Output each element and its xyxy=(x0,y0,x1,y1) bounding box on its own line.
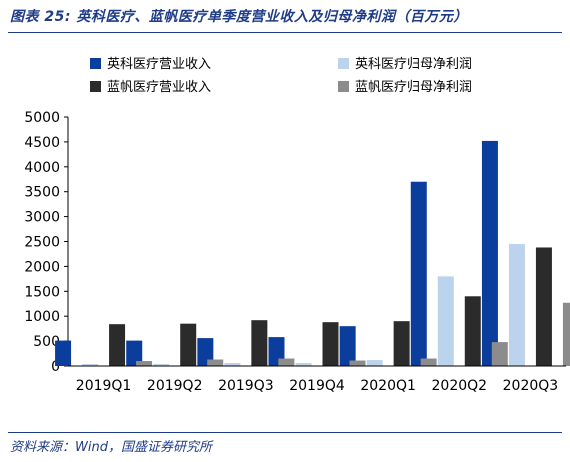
legend-label: 蓝帆医疗归母净利润 xyxy=(355,80,472,95)
y-tick-label: 500 xyxy=(33,334,60,350)
bar xyxy=(136,361,153,366)
bar xyxy=(224,363,241,366)
bar xyxy=(295,363,312,366)
y-tick-label: 5000 xyxy=(24,110,60,126)
legend-label: 英科医疗营业收入 xyxy=(107,57,211,72)
bar xyxy=(82,364,99,366)
bar xyxy=(278,358,295,366)
y-tick-label: 2500 xyxy=(24,235,60,251)
y-tick-label: 3000 xyxy=(24,210,60,226)
x-axis: 2019Q1 2019Q2 2019Q3 2019Q4 2020Q1 2020Q2 2020… xyxy=(68,365,566,394)
legend-label: 蓝帆医疗营业收入 xyxy=(107,80,211,95)
y-axis: 0 500 1000 1500 2000 2500 3000 3500 4000 4500 5000 xyxy=(24,110,69,375)
x-tick-label: 2020Q2 xyxy=(432,378,488,394)
bar xyxy=(508,243,525,366)
y-tick-label: 4500 xyxy=(24,135,60,151)
legend-swatch xyxy=(90,81,101,92)
y-tick-label: 4000 xyxy=(24,160,60,176)
bar xyxy=(464,296,481,366)
y-tick-label: 1000 xyxy=(24,309,60,325)
bar xyxy=(55,340,72,366)
bar xyxy=(410,181,427,366)
bar xyxy=(535,247,552,366)
bar xyxy=(251,320,268,366)
bar xyxy=(197,338,214,366)
x-tick-label: 2019Q4 xyxy=(289,378,345,394)
bar xyxy=(481,140,498,366)
x-tick-label: 2019Q1 xyxy=(76,378,132,394)
bar xyxy=(393,321,410,366)
x-tick-label: 2019Q2 xyxy=(147,378,203,394)
bar xyxy=(207,359,224,366)
legend-swatch xyxy=(338,81,349,92)
bar-series xyxy=(55,140,570,366)
title-rule xyxy=(8,32,562,33)
bar xyxy=(109,324,126,366)
y-tick-label: 3500 xyxy=(24,185,60,201)
legend-swatch xyxy=(338,58,349,69)
bar xyxy=(491,342,508,366)
x-tick-label: 2019Q3 xyxy=(218,378,274,394)
bar xyxy=(339,326,356,366)
legend-swatch xyxy=(90,58,101,69)
bar xyxy=(126,340,143,366)
bar xyxy=(153,364,170,366)
bar xyxy=(420,358,437,366)
bar xyxy=(366,360,383,366)
x-tick-label: 2020Q1 xyxy=(360,378,416,394)
y-tick-label: 2000 xyxy=(24,259,60,275)
figure-title: 图表 25: 英科医疗、蓝帆医疗单季度营业收入及归母净利润（百万元） xyxy=(10,9,468,25)
source-rule xyxy=(8,432,562,433)
legend-label: 英科医疗归母净利润 xyxy=(355,57,472,72)
bar xyxy=(180,323,197,366)
source-note: 资料来源：Wind，国盛证券研究所 xyxy=(10,440,212,455)
y-tick-label: 1500 xyxy=(24,284,60,300)
bar xyxy=(562,302,570,366)
bar xyxy=(349,360,366,366)
bar xyxy=(437,276,454,366)
y-tick-label: 0 xyxy=(51,359,60,375)
x-tick-label: 2020Q3 xyxy=(503,378,559,394)
bar xyxy=(322,322,339,366)
